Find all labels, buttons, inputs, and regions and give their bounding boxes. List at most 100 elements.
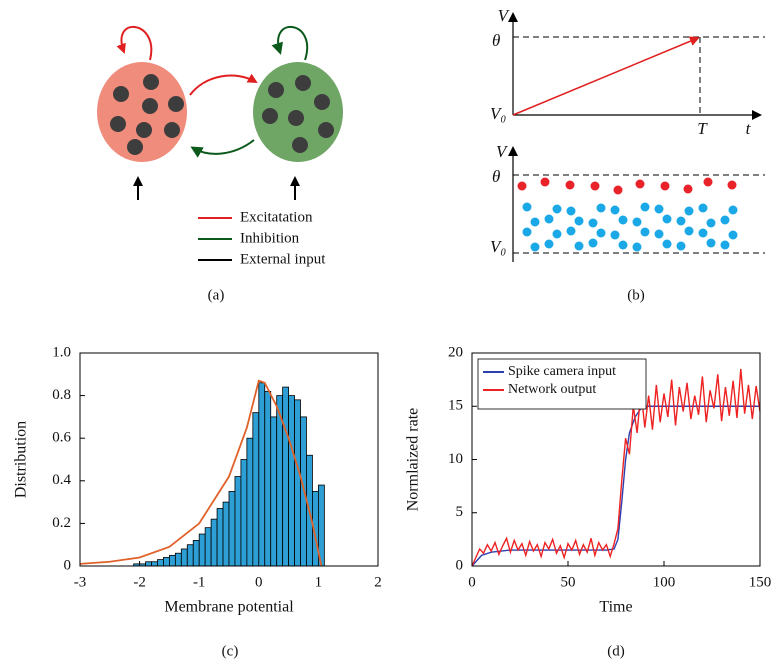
potential-dot [684,226,694,236]
excitatory-link [189,73,258,96]
y-axis-title: Normlaized rate [405,408,422,512]
potential-dot [632,242,642,252]
potential-dot [632,217,642,227]
series-line [471,368,761,567]
y-tick-label: 0.2 [52,515,71,531]
potential-dot [706,218,716,228]
potential-dot [684,206,694,216]
x-tick-label: 1 [315,574,323,590]
legend-label: Spike camera input [508,364,616,379]
histogram-bar [157,559,164,567]
histogram-bar [282,386,290,567]
histogram-bar [216,508,224,567]
histogram-bar [198,533,206,567]
potential-dot [618,215,628,225]
histogram-bar [294,399,301,567]
potential-dot [662,214,672,224]
histogram-bar [151,561,158,567]
x-tick-label: -1 [193,574,206,590]
y-tick-label: 10 [448,451,463,467]
legend-label: Inhibition [240,230,300,246]
spike-dot [517,181,527,191]
x-axis-title: Membrane potential [164,599,294,616]
potential-dot [530,217,540,227]
axis-label: θ [492,31,500,50]
histogram-bar [180,548,188,567]
potential-dot [720,240,730,250]
spike-dot [540,177,550,187]
series-line [471,405,760,567]
y-tick-label: 1.0 [52,344,71,360]
spike-dot [660,181,670,191]
histogram-bar [252,412,260,567]
potential-dot [720,215,730,225]
y-tick-label: 5 [456,504,464,520]
potential-dot [676,241,686,251]
potential-dot [522,227,532,237]
spike-dot [683,184,693,194]
spike-dot [613,185,623,195]
y-tick-label: 15 [448,398,463,414]
x-axis-title: Time [599,599,632,616]
potential-dot [588,218,598,228]
y-axis-title: Distribution [13,421,30,498]
histogram-bar [258,382,266,567]
potential-dot [728,205,738,215]
legend-box [477,358,647,410]
potential-dot [610,205,620,215]
potential-dot [566,206,576,216]
histogram-bar [186,544,194,567]
potential-dot [552,229,562,239]
histogram-bar [145,561,152,567]
x-tick-label: 100 [653,574,676,590]
inhibitory-link [190,139,255,158]
histogram-bar [246,437,254,567]
spike-dot [703,177,713,187]
histogram-bar [204,527,212,567]
y-tick-label: 0.4 [52,472,71,488]
potential-dot [522,202,532,212]
self-excitation [116,26,153,61]
panel-label: (b) [627,287,645,303]
histogram-bar [228,491,236,567]
potential-dot [706,238,716,248]
potential-dot [544,239,554,249]
y-tick-label: 0.6 [52,430,71,446]
potential-dot [588,238,598,248]
potential-dot [640,202,650,212]
spike-dot [565,180,575,190]
histogram-bar [210,518,218,567]
potential-ramp [512,36,700,116]
spike-dot [635,179,645,189]
potential-dot [552,204,562,214]
histogram-bar [270,416,278,567]
potential-dot [574,241,584,251]
potential-dot [530,242,540,252]
histogram-bar [168,554,176,567]
legend-label: Network output [508,382,596,397]
potential-dot [566,226,576,236]
spike-dot [590,181,600,191]
neurons [110,74,334,155]
y-tick-label: 0 [456,557,464,573]
panel-label: (c) [222,643,239,659]
fit-curve [79,379,323,567]
potential-dot [698,228,708,238]
x-tick-label: -2 [133,574,146,590]
x-tick-label: 2 [374,574,382,590]
spike-dot [727,180,737,190]
potential-dot [544,214,554,224]
y-tick-label: 20 [448,344,463,360]
self-inhibition [271,26,309,61]
histogram-bar [264,390,272,567]
axis-label: V [498,6,511,25]
potential-dot [640,227,650,237]
potential-dot [698,203,708,213]
potential-dot [654,229,664,239]
x-tick-label: 0 [255,574,263,590]
plot-frame [79,352,379,567]
integrate-fire-diagram: V θ V₀ T t V θ V₀ (b) [490,6,765,303]
histogram-bar [288,395,295,567]
legend-label: External input [240,251,326,267]
